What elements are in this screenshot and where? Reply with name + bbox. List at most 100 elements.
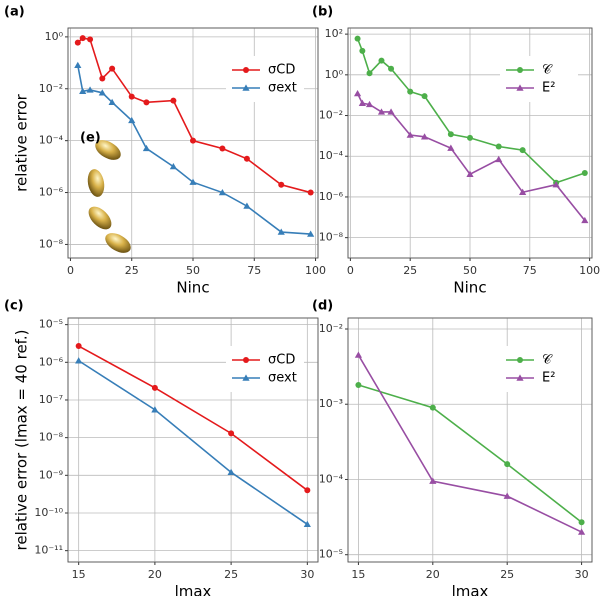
marker: [577, 528, 586, 535]
y-tick-label: 10⁻⁴: [319, 149, 344, 162]
legend-label: σext: [268, 81, 297, 96]
x-tick-label: 100: [579, 264, 600, 277]
x-axis-label: lmax: [175, 583, 212, 596]
y-tick-label: 10⁻⁵: [39, 318, 63, 331]
marker: [151, 406, 159, 413]
marker: [467, 134, 473, 141]
marker: [303, 520, 311, 528]
marker: [354, 351, 363, 358]
marker: [151, 384, 158, 391]
marker: [466, 170, 474, 177]
x-tick-label: 25: [403, 264, 417, 277]
y-tick-label: 10⁻²: [39, 82, 63, 95]
marker: [219, 145, 226, 152]
marker: [189, 178, 197, 185]
marker: [552, 181, 560, 188]
legend-label: 𝒞: [542, 63, 553, 78]
marker: [516, 374, 524, 381]
legend-box: [500, 346, 578, 392]
marker: [108, 98, 116, 106]
marker: [519, 147, 526, 154]
y-axis-label: relative error (lmax = 40 ref.): [13, 330, 31, 551]
x-tick-label: 30: [575, 568, 589, 581]
marker: [359, 47, 366, 54]
legend-label: σCD: [268, 353, 295, 368]
marker: [75, 357, 83, 364]
marker: [358, 99, 366, 106]
marker: [495, 155, 503, 163]
series-line: [358, 384, 583, 523]
marker: [307, 230, 315, 237]
marker: [407, 88, 414, 95]
panel-label: (a): [4, 5, 25, 20]
marker: [429, 404, 436, 411]
inset-label: (e): [80, 131, 101, 146]
y-tick-label: 10⁰: [325, 68, 344, 81]
marker: [353, 89, 362, 97]
marker: [420, 133, 429, 140]
x-axis-label: lmax: [452, 583, 489, 596]
marker: [86, 86, 94, 93]
x-tick-label: 50: [186, 264, 200, 277]
y-tick-label: 10⁻⁸: [39, 237, 64, 250]
x-tick-label: 20: [426, 568, 440, 581]
marker: [377, 108, 386, 115]
marker: [495, 143, 502, 150]
marker: [243, 357, 249, 363]
y-tick-label: 10⁻⁶: [39, 186, 64, 199]
ellipsoid: [105, 233, 131, 253]
marker: [406, 131, 414, 138]
marker: [109, 65, 116, 72]
marker: [516, 84, 524, 91]
marker: [304, 487, 311, 494]
series-line: [78, 360, 308, 525]
plot-border: [347, 317, 593, 563]
marker: [581, 170, 588, 177]
marker: [387, 108, 395, 115]
marker: [517, 357, 523, 363]
y-axis-label: relative error: [13, 93, 31, 191]
marker: [421, 93, 428, 100]
marker: [278, 181, 285, 188]
marker: [243, 155, 250, 162]
x-tick-label: 30: [300, 568, 314, 581]
x-tick-label: 15: [351, 568, 365, 581]
marker: [447, 131, 454, 138]
marker: [354, 35, 361, 42]
marker: [378, 57, 385, 64]
marker: [79, 35, 86, 42]
marker: [365, 100, 374, 108]
marker: [75, 343, 82, 350]
legend-box: [500, 56, 578, 102]
marker: [242, 374, 250, 381]
x-tick-label: 20: [148, 568, 162, 581]
marker: [307, 189, 314, 196]
inset-image: [87, 140, 131, 253]
y-tick-label: 10⁻⁸: [319, 231, 344, 244]
y-tick-label: 10⁻⁸: [39, 431, 64, 444]
marker: [242, 84, 250, 91]
y-tick-label: 10⁻⁵: [319, 548, 343, 561]
y-tick-label: 10⁻⁷: [39, 393, 63, 406]
marker: [87, 36, 94, 43]
y-tick-label: 10⁻²: [319, 322, 343, 335]
marker: [128, 116, 136, 124]
plot-border: [347, 27, 593, 259]
x-tick-label: 75: [523, 264, 537, 277]
y-tick-label: 10⁻⁶: [319, 190, 344, 203]
x-tick-label: 25: [500, 568, 514, 581]
marker: [388, 65, 395, 72]
marker: [366, 70, 373, 77]
x-axis-label: Ninc: [176, 279, 209, 297]
marker: [243, 67, 249, 73]
legend-label: E²: [542, 81, 555, 96]
marker: [517, 67, 523, 73]
panel-label: (d): [312, 299, 333, 314]
marker: [218, 188, 227, 196]
marker: [190, 137, 196, 144]
legend-label: σCD: [268, 63, 295, 78]
panel-label: (b): [312, 5, 333, 20]
y-tick-label: 10⁻¹¹: [34, 544, 63, 557]
ellipsoid: [88, 206, 112, 230]
